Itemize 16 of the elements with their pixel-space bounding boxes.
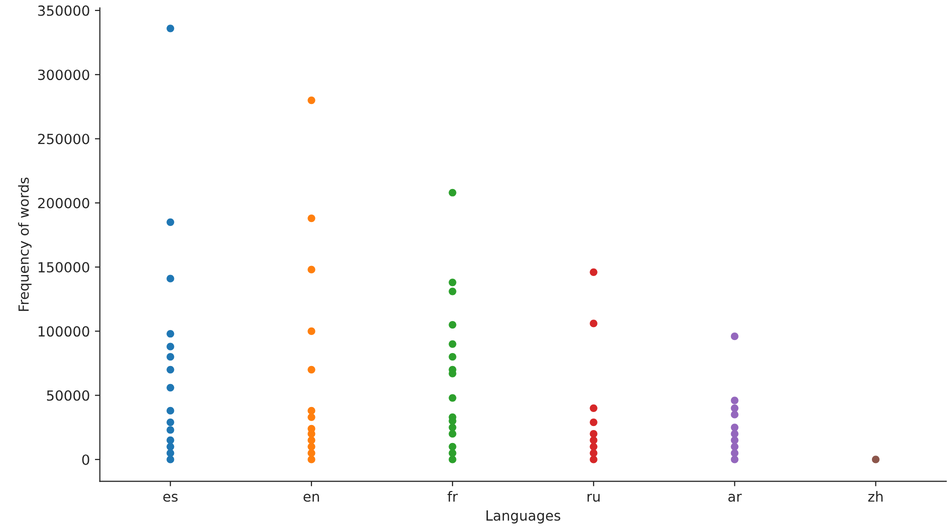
x-tick-label: ar — [728, 494, 742, 502]
y-tick-label: 100000 — [38, 326, 90, 337]
x-tick-label: en — [304, 494, 319, 502]
x-tick-label: fr — [448, 491, 458, 502]
x-tick-label: ru — [588, 494, 600, 502]
x-axis-title: Languages — [486, 510, 560, 524]
x-tick-label: es — [163, 494, 178, 502]
y-tick-label: 0 — [82, 454, 90, 465]
y-tick-label: 250000 — [38, 134, 90, 144]
x-tick-label: zh — [868, 491, 883, 502]
y-tick-label: 300000 — [38, 70, 90, 80]
y-axis-title: Frequency of words — [18, 178, 32, 311]
y-tick-label: 200000 — [38, 198, 90, 208]
y-tick-label: 50000 — [47, 390, 90, 401]
y-tick-label: 350000 — [38, 5, 90, 16]
y-tick-label: 150000 — [38, 262, 90, 273]
